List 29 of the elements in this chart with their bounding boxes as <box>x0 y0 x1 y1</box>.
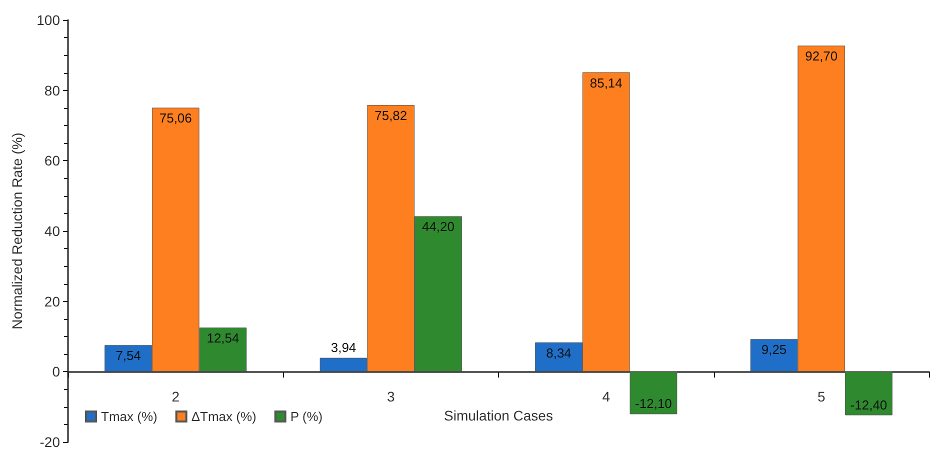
x-tick-label: 2 <box>172 388 180 405</box>
data-label: -12,10 <box>635 396 672 412</box>
data-label: 85,14 <box>590 75 622 90</box>
data-label: 8,34 <box>546 345 572 360</box>
data-label: 92,70 <box>805 48 838 64</box>
x-tick-label: 4 <box>602 388 610 405</box>
x-tick-label: 5 <box>817 388 826 405</box>
y-tick-label: 40 <box>44 223 60 239</box>
data-label: 3,94 <box>330 340 356 355</box>
y-tick-label: 100 <box>36 12 60 28</box>
data-label: 9,25 <box>761 342 787 358</box>
y-tick-label: 0 <box>52 364 60 380</box>
legend-label: ΔTmax (%) <box>191 409 256 424</box>
data-label: 75,82 <box>374 108 408 124</box>
y-tick-label: 80 <box>44 82 60 98</box>
y-axis-title: Normalized Reduction Rate (%) <box>9 132 25 330</box>
legend-label: P (%) <box>290 409 323 424</box>
data-label: 7,54 <box>116 348 141 364</box>
bar <box>845 372 892 416</box>
data-label: 12,54 <box>206 330 240 346</box>
y-tick-label: -20 <box>40 434 60 450</box>
data-label: 44,20 <box>422 219 455 234</box>
legend-label: Tmax (%) <box>101 409 158 424</box>
x-axis-title: Simulation Cases <box>444 408 553 424</box>
x-tick-label: 3 <box>386 388 395 405</box>
y-tick-label: 20 <box>44 293 60 310</box>
data-label: 75,06 <box>159 110 192 126</box>
data-label: -12,40 <box>850 397 888 412</box>
y-tick-label: 60 <box>44 152 60 169</box>
